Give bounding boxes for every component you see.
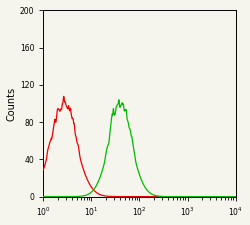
Y-axis label: Counts: Counts [7, 86, 17, 121]
